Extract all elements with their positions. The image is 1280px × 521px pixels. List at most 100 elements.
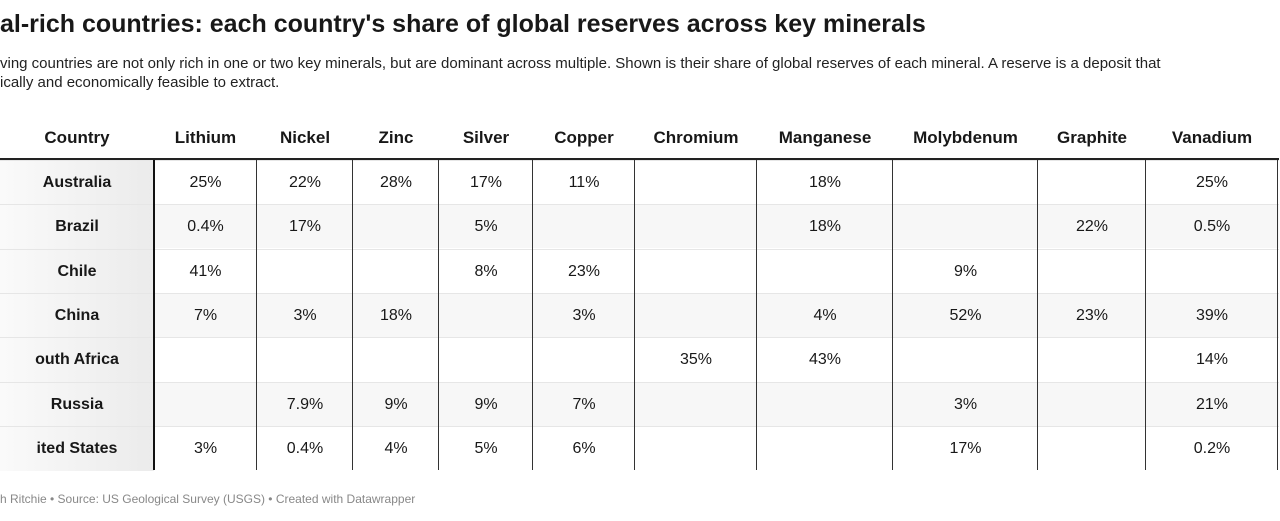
value-cell: 18%: [379, 306, 413, 324]
value-cell: 7%: [572, 395, 596, 413]
table-row: China 7% 3% 18% 3% 4% 52% 23% 39%: [0, 292, 1279, 338]
table-row: Brazil 0.4% 17% 5% 18% 22% 0.5%: [0, 204, 1279, 250]
value-cell: 35%: [679, 351, 713, 369]
value-cell: 17%: [469, 174, 503, 191]
column-divider: [438, 160, 439, 470]
column-header: Copper: [554, 128, 614, 147]
table-row: Russia 7.9% 9% 9% 7% 3% 21%: [0, 381, 1279, 427]
value-cell: 5%: [474, 439, 498, 457]
value-cell: 3%: [953, 395, 978, 413]
column-divider: [1277, 160, 1278, 470]
value-cell: [893, 161, 1038, 205]
column-divider: [153, 160, 155, 470]
value-cell: 17%: [288, 218, 322, 236]
country-cell: Brazil: [0, 205, 154, 250]
table-row: Australia 25% 22% 28% 17% 11% 18% 25%: [0, 160, 1279, 205]
value-cell: [154, 383, 257, 427]
value-cell: 28%: [379, 174, 413, 191]
chart-title: al-rich countries: each country's share …: [0, 10, 926, 38]
value-cell: 23%: [1075, 306, 1109, 324]
column-divider: [634, 160, 635, 470]
country-cell: Chile: [0, 249, 154, 294]
value-cell: 41%: [189, 262, 222, 280]
value-cell: [757, 427, 893, 471]
value-cell: 11%: [568, 174, 600, 191]
value-cell: 5%: [474, 218, 498, 236]
value-cell: [635, 383, 757, 427]
value-cell: [1038, 161, 1146, 205]
value-cell: 43%: [808, 351, 842, 369]
chart-subtitle: ving countries are not only rich in one …: [0, 54, 1161, 92]
value-cell: [893, 205, 1038, 249]
value-cell: [635, 294, 757, 338]
value-cell: 18%: [808, 174, 842, 191]
country-cell: China: [0, 293, 154, 338]
column-divider: [256, 160, 257, 470]
value-cell: 9%: [953, 262, 978, 280]
value-cell: 0.5%: [1193, 218, 1231, 236]
value-cell: [154, 338, 257, 382]
column-divider: [756, 160, 757, 470]
table-row: ited States 3% 0.4% 4% 5% 6% 17% 0.2%: [0, 425, 1279, 471]
value-cell: [533, 205, 635, 249]
column-header: Nickel: [279, 128, 331, 147]
column-divider: [532, 160, 533, 470]
value-cell: 4%: [384, 439, 408, 457]
table-row: Chile 41% 8% 23% 9%: [0, 248, 1279, 294]
value-cell: 9%: [384, 395, 408, 413]
value-cell: [439, 338, 533, 382]
value-cell: 0.4%: [286, 439, 324, 457]
value-cell: 9%: [474, 395, 498, 413]
value-cell: [1038, 250, 1146, 294]
value-cell: 17%: [949, 439, 982, 457]
country-cell: outh Africa: [0, 338, 154, 383]
value-cell: 52%: [949, 306, 982, 324]
value-cell: [1038, 338, 1146, 382]
value-cell: 3%: [193, 439, 218, 457]
value-cell: [1038, 427, 1146, 471]
value-cell: [257, 250, 353, 294]
column-divider: [892, 160, 893, 470]
value-cell: 7.9%: [286, 395, 324, 413]
value-cell: 3%: [572, 306, 596, 324]
column-header: Country: [44, 128, 110, 147]
column-header: Vanadium: [1171, 128, 1253, 147]
value-cell: [439, 294, 533, 338]
value-cell: 21%: [1195, 395, 1229, 413]
value-cell: [533, 338, 635, 382]
value-cell: 25%: [1195, 174, 1229, 191]
value-cell: [257, 338, 353, 382]
column-header: Graphite: [1057, 128, 1127, 147]
value-cell: 3%: [293, 306, 317, 324]
country-cell: Russia: [0, 382, 154, 427]
value-cell: [635, 427, 757, 471]
value-cell: 0.2%: [1193, 439, 1231, 457]
country-cell: ited States: [0, 426, 154, 471]
value-cell: [635, 161, 757, 205]
header-divider: [0, 158, 1279, 160]
value-cell: [635, 250, 757, 294]
value-cell: [353, 205, 439, 249]
column-divider: [352, 160, 353, 470]
value-cell: [757, 383, 893, 427]
value-cell: 6%: [572, 439, 596, 457]
value-cell: 8%: [474, 262, 498, 280]
value-cell: 22%: [288, 174, 322, 191]
table-row: outh Africa 35% 43% 14%: [0, 337, 1279, 383]
column-header: Chromium: [653, 128, 739, 147]
value-cell: 25%: [189, 174, 222, 191]
value-cell: [353, 338, 439, 382]
value-cell: 4%: [813, 306, 837, 324]
value-cell: [893, 338, 1038, 382]
value-cell: 39%: [1195, 306, 1229, 324]
subtitle-line: ving countries are not only rich in one …: [0, 55, 1161, 72]
value-cell: 18%: [808, 218, 842, 236]
value-cell: 7%: [193, 306, 218, 324]
column-divider: [1145, 160, 1146, 470]
column-header: Manganese: [778, 128, 872, 147]
value-cell: 14%: [1195, 351, 1229, 369]
column-divider: [1037, 160, 1038, 470]
value-cell: [353, 250, 439, 294]
value-cell: [1146, 250, 1278, 294]
value-cell: 0.4%: [187, 218, 224, 236]
